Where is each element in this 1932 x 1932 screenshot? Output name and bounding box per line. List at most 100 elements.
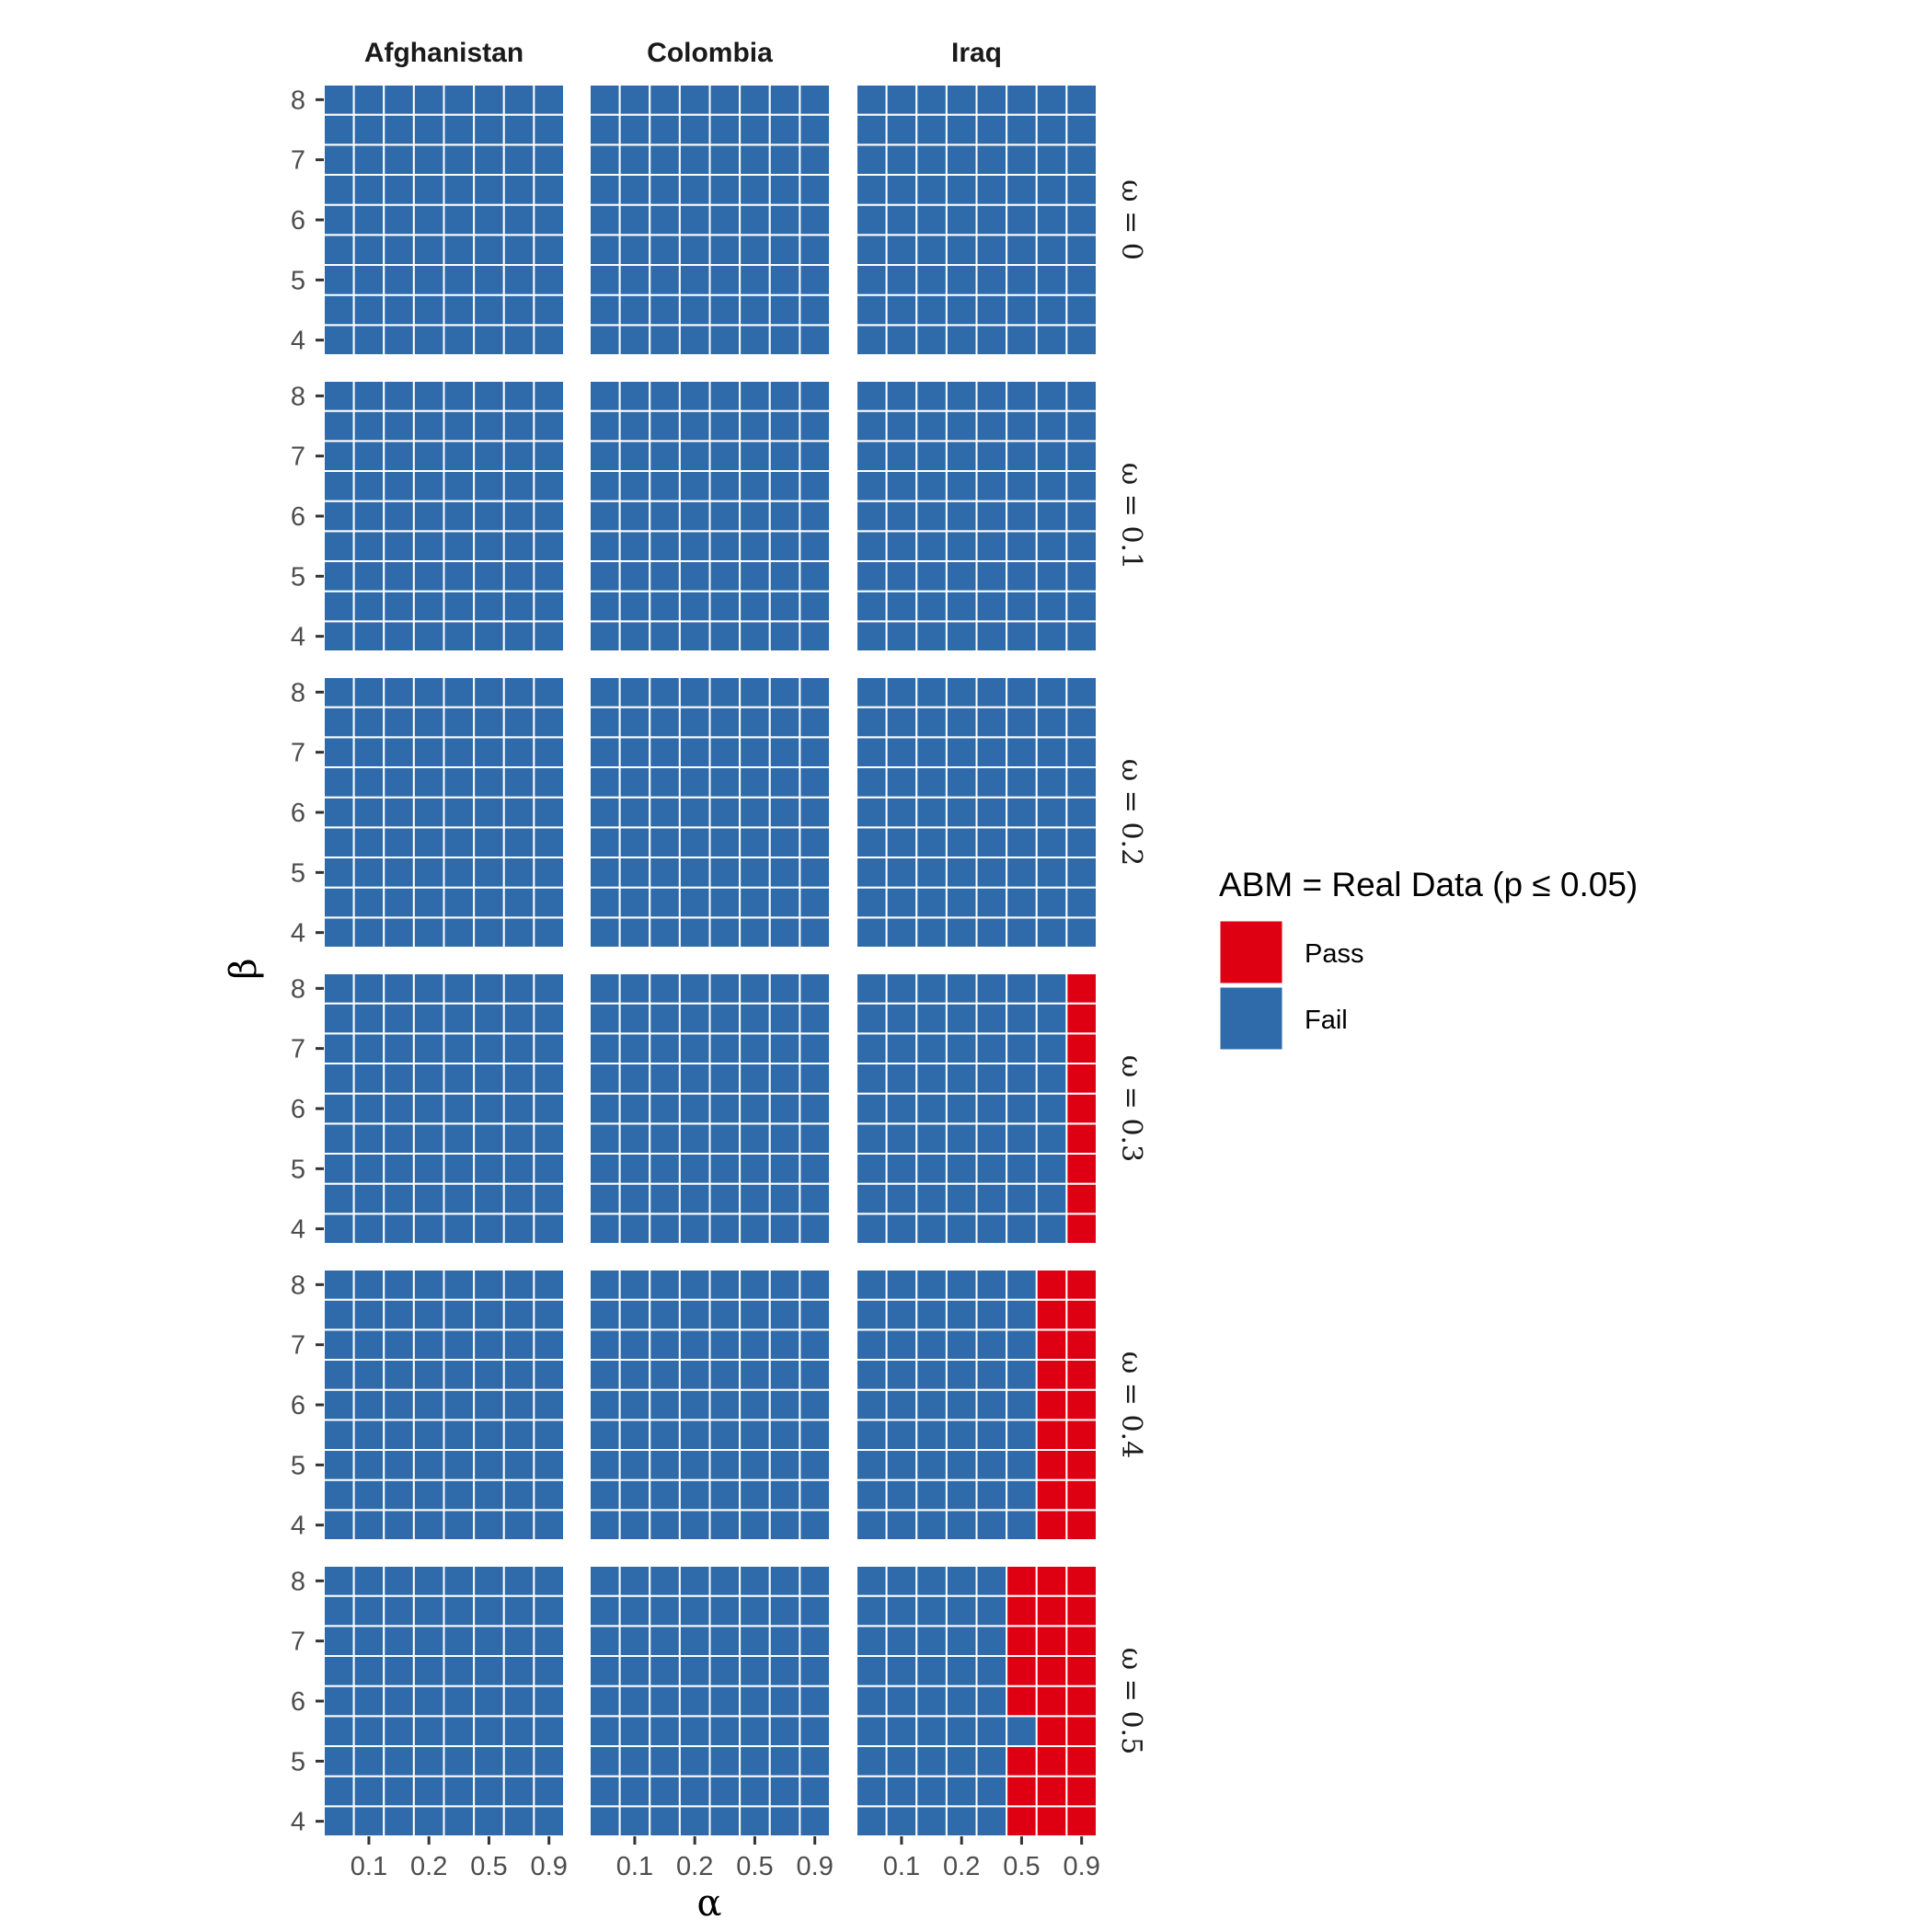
heatmap-cell	[533, 324, 565, 357]
heatmap-cell	[502, 1153, 535, 1185]
heatmap-cell	[618, 470, 651, 502]
heatmap-cell	[678, 1449, 711, 1481]
heatmap-cell	[975, 1805, 1008, 1838]
heatmap-cell	[945, 1594, 978, 1627]
heatmap-cell	[1006, 1655, 1038, 1687]
heatmap-cell	[856, 203, 888, 236]
heatmap-cell	[1065, 1269, 1098, 1301]
heatmap-cell	[915, 1419, 948, 1452]
heatmap-cell	[502, 1775, 535, 1808]
heatmap-cell	[502, 1509, 535, 1542]
heatmap-cell	[533, 1153, 565, 1185]
heatmap-cell	[352, 293, 385, 327]
heatmap-cell	[618, 676, 651, 708]
heatmap-cell	[589, 1388, 621, 1421]
heatmap-cell	[533, 676, 565, 708]
heatmap-cell	[443, 1298, 476, 1331]
y-tick-label: 8	[291, 678, 305, 707]
y-tick-label: 5	[291, 1451, 305, 1480]
heatmap-cell	[1006, 796, 1038, 829]
heatmap-cell	[799, 620, 831, 652]
panel-colombia-5	[589, 1565, 831, 1838]
heatmap-cell	[473, 84, 505, 116]
heatmap-cell	[412, 113, 445, 146]
heatmap-cell	[975, 530, 1008, 562]
heatmap-cell	[443, 736, 476, 768]
heatmap-cell	[589, 1153, 621, 1185]
heatmap-cell	[533, 886, 565, 919]
x-tick-label: 0.9	[1064, 1852, 1100, 1881]
heatmap-cell	[589, 1032, 621, 1065]
heatmap-cell	[1006, 174, 1038, 206]
heatmap-cell	[502, 916, 535, 949]
heatmap-cell	[1006, 530, 1038, 562]
heatmap-cell	[1006, 113, 1038, 146]
heatmap-cell	[1065, 706, 1098, 739]
panel-iraq-1	[856, 380, 1098, 652]
heatmap-cell	[708, 324, 742, 357]
heatmap-cell	[768, 1032, 801, 1065]
heatmap-cell	[323, 916, 355, 949]
heatmap-cell	[352, 736, 385, 768]
heatmap-cell	[708, 620, 742, 652]
heatmap-cell	[739, 886, 771, 919]
heatmap-cell	[533, 590, 565, 623]
heatmap-cell	[618, 144, 651, 176]
heatmap-cell	[323, 590, 355, 623]
heatmap-cell	[533, 440, 565, 473]
heatmap-cell	[739, 1032, 771, 1065]
heatmap-cell	[1006, 620, 1038, 652]
heatmap-cell	[589, 144, 621, 176]
heatmap-cell	[383, 1419, 415, 1452]
heatmap-cell	[412, 1269, 445, 1301]
heatmap-cell	[1035, 113, 1068, 146]
heatmap-cell	[915, 1213, 948, 1246]
heatmap-cell	[533, 1625, 565, 1658]
heatmap-cell	[885, 620, 918, 652]
heatmap-cell	[649, 1122, 681, 1156]
heatmap-cell	[1035, 1182, 1068, 1215]
heatmap-cell	[768, 857, 801, 889]
heatmap-cell	[383, 972, 415, 1005]
heatmap-cell	[323, 620, 355, 652]
heatmap-cell	[443, 766, 476, 799]
heatmap-cell	[856, 264, 888, 296]
heatmap-cell	[589, 174, 621, 206]
heatmap-cell	[856, 324, 888, 357]
heatmap-cell	[533, 1655, 565, 1687]
heatmap-cell	[502, 736, 535, 768]
heatmap-cell	[352, 972, 385, 1005]
heatmap-cell	[885, 1594, 918, 1627]
heatmap-cell	[618, 1328, 651, 1362]
heatmap-cell	[502, 620, 535, 652]
heatmap-cell	[473, 826, 505, 858]
heatmap-cell	[739, 1565, 771, 1597]
heatmap-cell	[678, 1805, 711, 1838]
heatmap-cell	[412, 470, 445, 502]
y-axis-label: β	[223, 958, 265, 979]
heatmap-cell	[799, 324, 831, 357]
heatmap-cell	[412, 84, 445, 116]
heatmap-cell	[443, 324, 476, 357]
heatmap-cell	[1006, 1805, 1038, 1838]
heatmap-cell	[323, 1122, 355, 1156]
heatmap-cell	[649, 826, 681, 858]
heatmap-cell	[915, 500, 948, 533]
heatmap-cell	[443, 1478, 476, 1512]
heatmap-cell	[649, 736, 681, 768]
column-strip-label: Afghanistan	[364, 38, 523, 68]
heatmap-cell	[649, 1715, 681, 1748]
heatmap-cell	[708, 1509, 742, 1542]
heatmap-cell	[618, 620, 651, 652]
heatmap-cell	[1035, 1775, 1068, 1808]
heatmap-cell	[856, 1625, 888, 1658]
heatmap-cell	[915, 1092, 948, 1125]
heatmap-cell	[856, 1269, 888, 1301]
heatmap-cell	[502, 144, 535, 176]
panel-iraq-4	[856, 1269, 1098, 1542]
heatmap-cell	[352, 113, 385, 146]
heatmap-cell	[768, 1122, 801, 1156]
heatmap-cell	[1035, 293, 1068, 327]
heatmap-cell	[443, 1388, 476, 1421]
heatmap-cell	[502, 1032, 535, 1065]
